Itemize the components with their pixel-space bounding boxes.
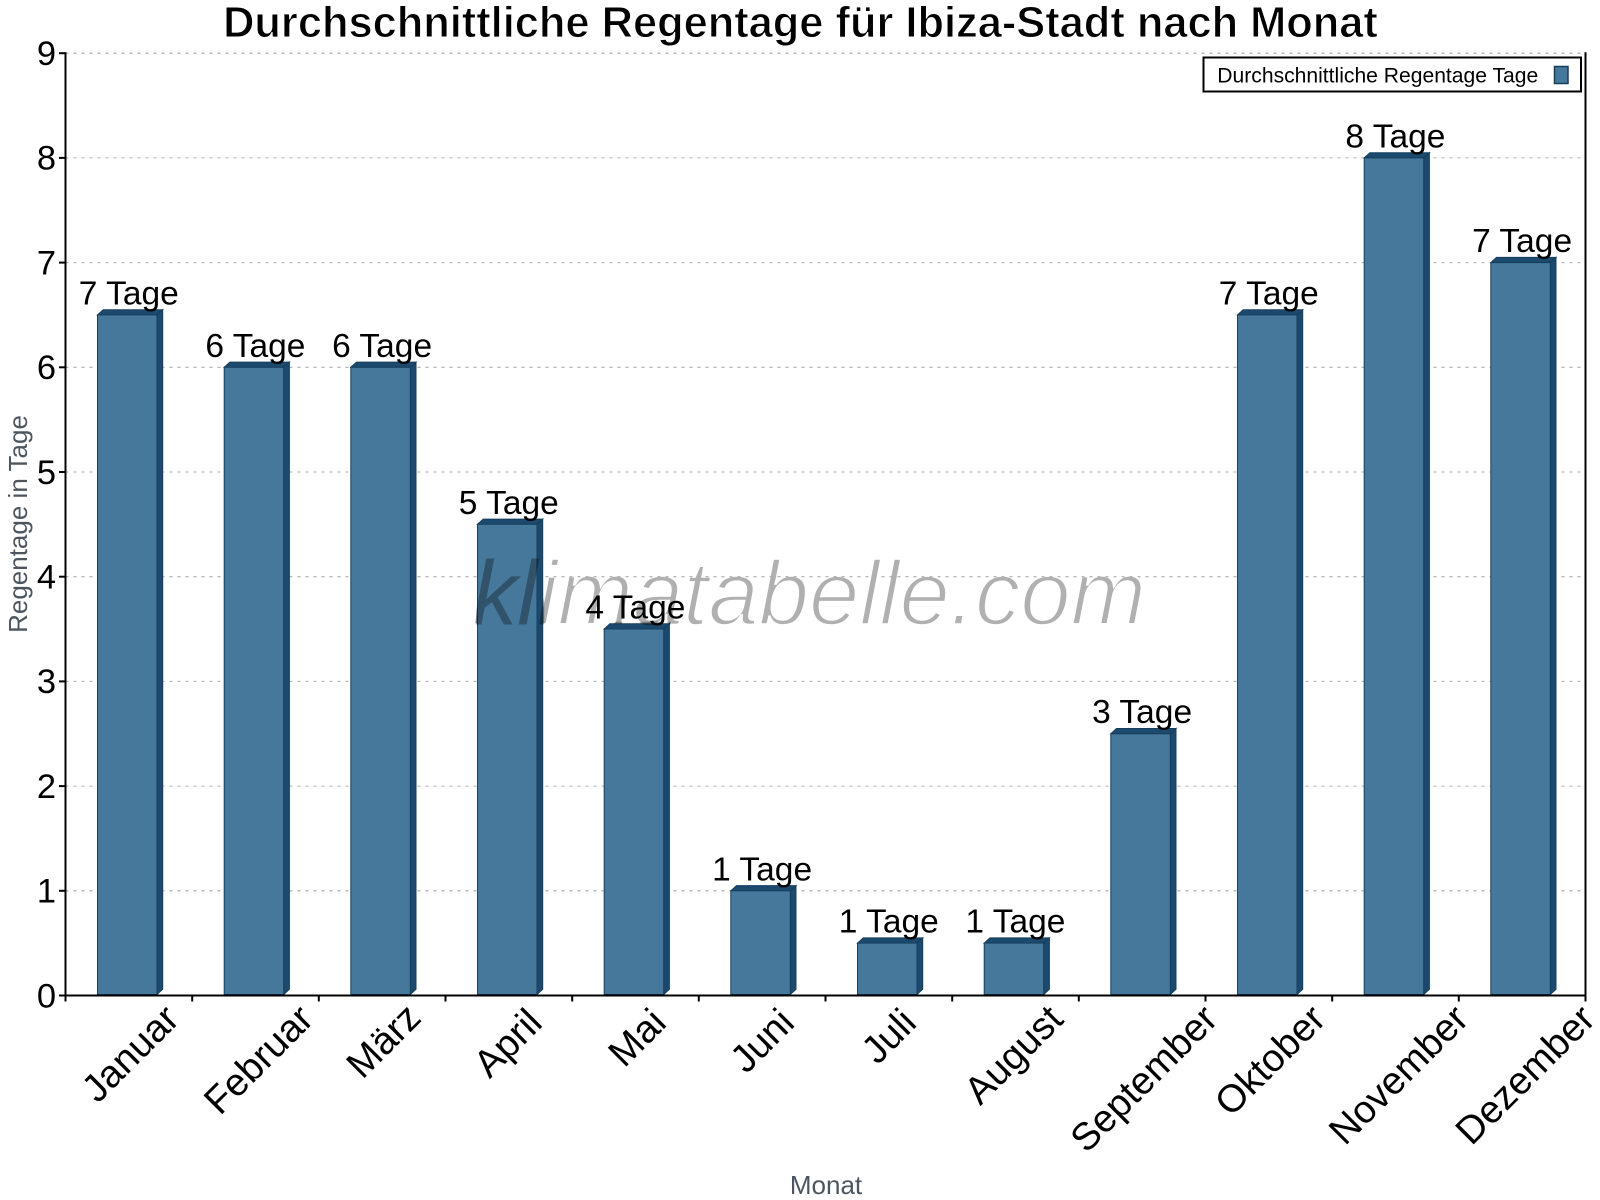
svg-text:6: 6 (37, 349, 56, 387)
svg-text:9: 9 (37, 35, 56, 73)
svg-text:4 Tage: 4 Tage (585, 590, 685, 627)
svg-text:7 Tage: 7 Tage (1219, 275, 1319, 312)
svg-text:3: 3 (37, 663, 56, 701)
svg-text:Durchschnittliche Regentage Ta: Durchschnittliche Regentage Tage (1217, 64, 1538, 87)
svg-text:0: 0 (37, 977, 56, 1015)
svg-text:Durchschnittliche Regentage fü: Durchschnittliche Regentage für Ibiza-St… (223, 0, 1378, 47)
svg-text:7 Tage: 7 Tage (1472, 223, 1572, 260)
svg-text:4: 4 (37, 559, 56, 597)
svg-text:2: 2 (37, 768, 56, 806)
svg-text:Monat: Monat (790, 1170, 863, 1200)
svg-text:7: 7 (37, 244, 56, 282)
svg-text:1 Tage: 1 Tage (965, 904, 1065, 941)
svg-text:1: 1 (37, 873, 56, 911)
svg-text:8: 8 (37, 140, 56, 178)
svg-text:1 Tage: 1 Tage (712, 851, 812, 888)
svg-text:5 Tage: 5 Tage (459, 485, 559, 522)
svg-text:Regentage in Tage: Regentage in Tage (3, 415, 33, 633)
svg-text:3 Tage: 3 Tage (1092, 694, 1192, 731)
svg-text:1 Tage: 1 Tage (839, 904, 939, 941)
svg-text:5: 5 (37, 454, 56, 492)
svg-text:8 Tage: 8 Tage (1345, 118, 1445, 155)
svg-text:7 Tage: 7 Tage (79, 275, 179, 312)
svg-text:klimatabelle.com: klimatabelle.com (472, 544, 1146, 645)
svg-text:6 Tage: 6 Tage (205, 328, 305, 365)
svg-text:6 Tage: 6 Tage (332, 328, 432, 365)
